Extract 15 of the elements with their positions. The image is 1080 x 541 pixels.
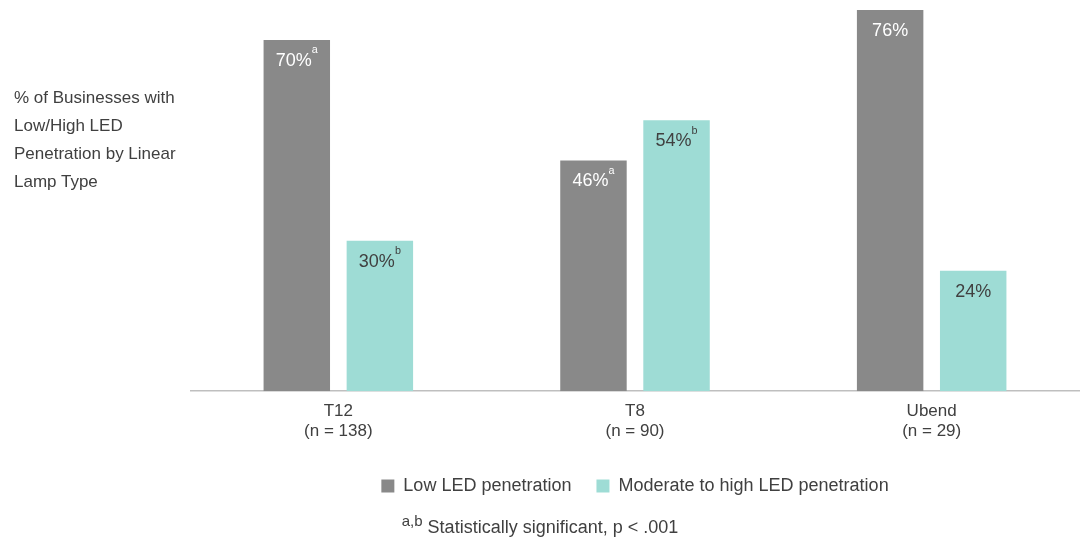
bar bbox=[856, 10, 924, 392]
x-tick-label: Ubend (n = 29) bbox=[902, 401, 962, 441]
legend-label: Low LED penetration bbox=[403, 474, 572, 495]
x-tick-label: T8 (n = 90) bbox=[605, 401, 665, 441]
text: $^{a,b}$ Statistically significant, p < .001 bbox=[400, 512, 680, 538]
y-axis-title: % of Businesses with Low/High LED Penetration by Linear Lamp Type bbox=[14, 87, 177, 193]
x-tick-label: T12 (n = 138) bbox=[304, 401, 373, 441]
bar bbox=[643, 120, 710, 392]
data-label: 24% bbox=[955, 280, 992, 301]
data-label: 76% bbox=[872, 19, 909, 40]
bar bbox=[939, 270, 1007, 392]
legend-label: Moderate to high LED penetration bbox=[618, 474, 889, 495]
bar bbox=[346, 240, 414, 392]
bar bbox=[263, 40, 331, 392]
bar bbox=[560, 160, 627, 392]
